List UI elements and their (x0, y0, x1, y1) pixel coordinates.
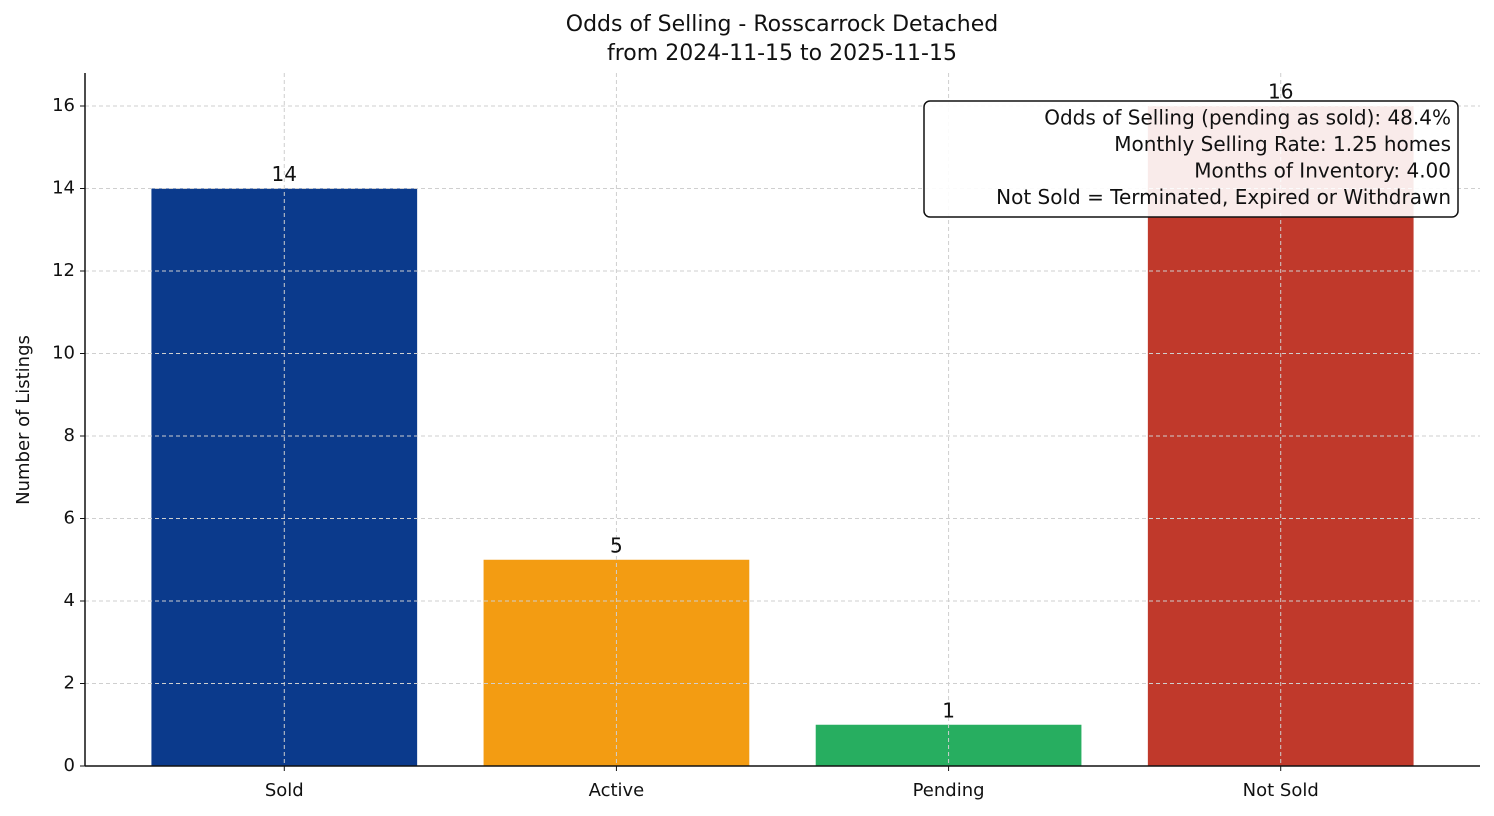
y-tick-label: 10 (52, 343, 75, 364)
x-tick-label: Active (589, 780, 645, 801)
annotation-line: Monthly Selling Rate: 1.25 homes (1114, 132, 1451, 156)
annotation-line: Not Sold = Terminated, Expired or Withdr… (996, 185, 1451, 209)
annotation-line: Months of Inventory: 4.00 (1194, 159, 1451, 183)
x-tick-label: Pending (913, 780, 985, 801)
chart-title: Odds of Selling - Rosscarrock Detached (566, 12, 998, 37)
y-tick-label: 16 (52, 95, 75, 116)
y-tick-label: 8 (64, 425, 75, 446)
value-label: 1 (942, 698, 955, 722)
annotation-line: Odds of Selling (pending as sold): 48.4% (1044, 106, 1451, 130)
y-tick-label: 14 (52, 178, 75, 199)
annotation-box: Odds of Selling (pending as sold): 48.4%… (923, 100, 1459, 218)
y-axis-label: Number of Listings (13, 335, 34, 505)
value-label: 14 (272, 162, 297, 186)
value-label: 5 (610, 533, 623, 557)
chart-subtitle: from 2024-11-15 to 2025-11-15 (607, 41, 957, 66)
bar (151, 188, 418, 766)
y-tick-label: 12 (52, 260, 75, 281)
x-tick-label: Not Sold (1243, 780, 1319, 801)
annotation-frame (923, 100, 1459, 218)
y-tick-label: 2 (64, 673, 75, 694)
y-tick-label: 6 (64, 508, 75, 529)
y-tick-label: 0 (64, 755, 75, 776)
x-tick-label: Sold (265, 780, 304, 801)
value-label: 16 (1268, 80, 1293, 104)
y-tick-label: 4 (64, 590, 75, 611)
